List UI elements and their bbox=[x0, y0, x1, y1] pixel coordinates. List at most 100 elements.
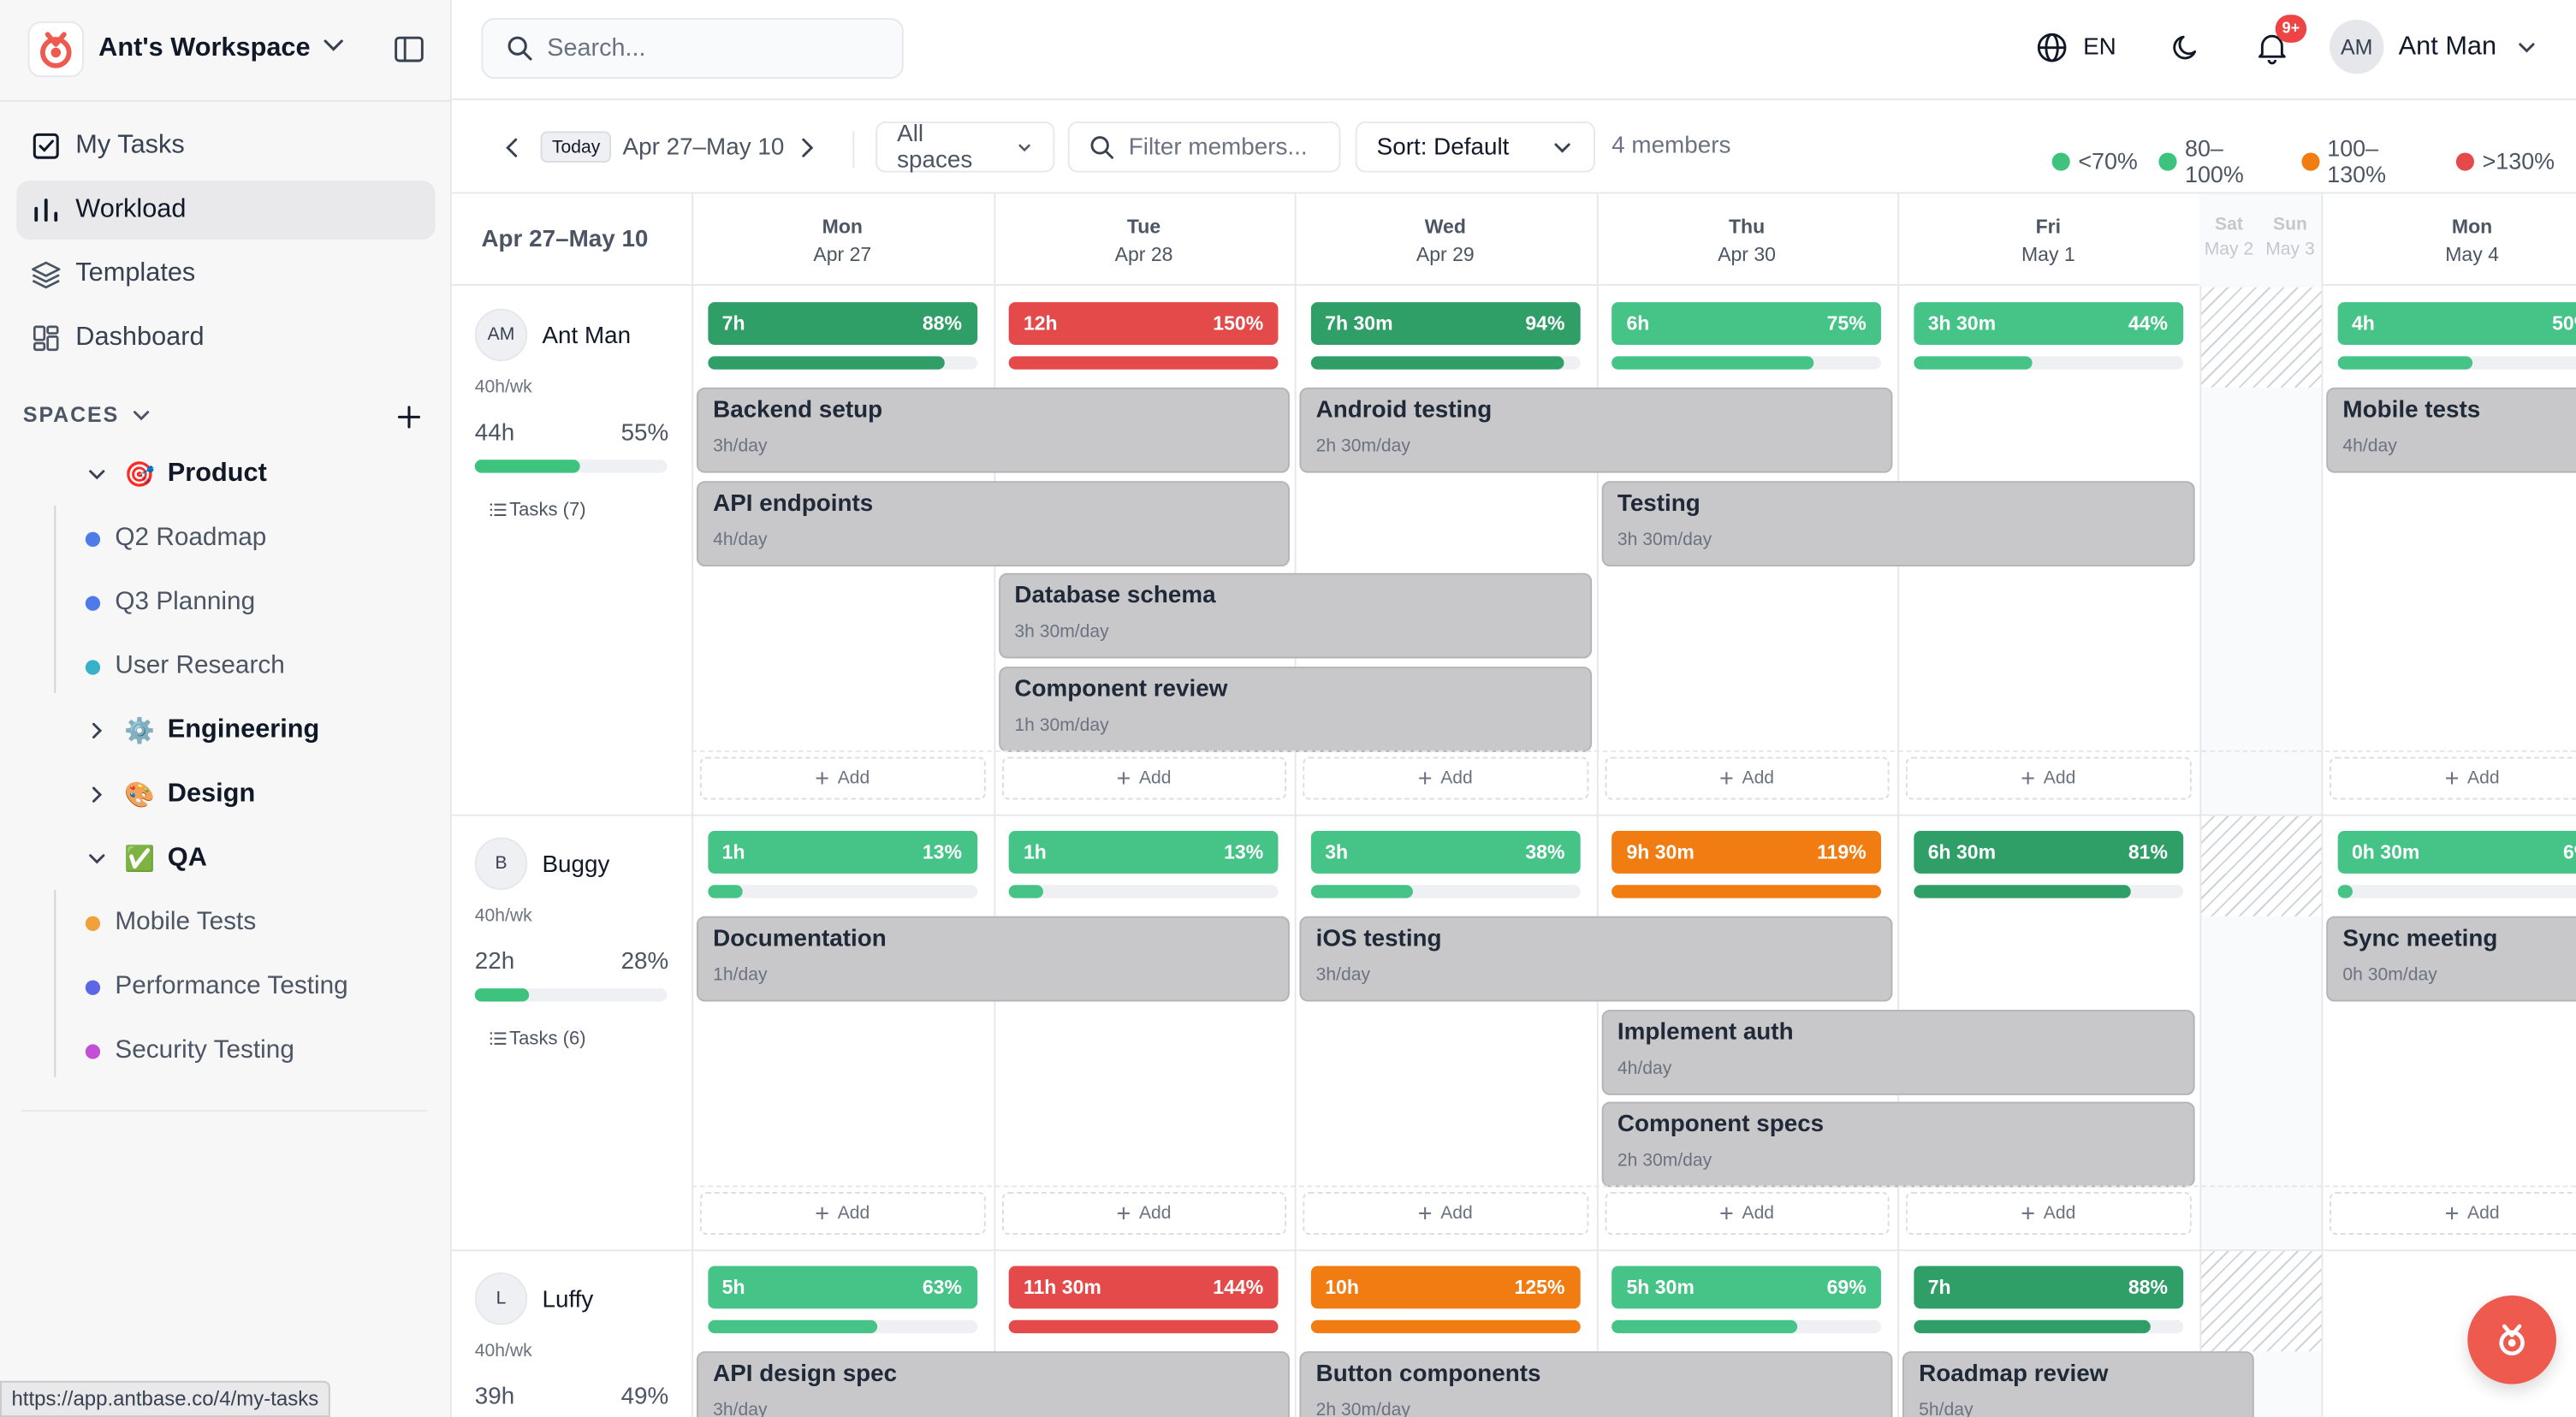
task-bar[interactable]: Documentation 1h/day bbox=[696, 916, 1290, 1002]
chevron-down-icon[interactable] bbox=[86, 847, 109, 870]
add-task-button[interactable]: + Add bbox=[2330, 756, 2576, 800]
chevron-right-icon[interactable] bbox=[86, 783, 109, 806]
space-list-item[interactable]: Q3 Planning bbox=[85, 586, 255, 619]
filter-members-input[interactable]: Filter members... bbox=[1067, 121, 1341, 173]
space-list-item[interactable]: Mobile Tests bbox=[85, 906, 256, 939]
task-bar[interactable]: Testing 3h 30m/day bbox=[1600, 480, 2194, 566]
task-bar[interactable]: Mobile tests 4h/day bbox=[2326, 387, 2576, 473]
chevron-right-icon[interactable] bbox=[86, 719, 109, 742]
dark-mode-moon-icon[interactable] bbox=[2170, 31, 2203, 63]
nav-item-label: Dashboard bbox=[75, 323, 205, 352]
add-task-button[interactable]: + Add bbox=[1001, 756, 1287, 800]
add-space-plus-icon[interactable] bbox=[395, 402, 424, 432]
layers-icon bbox=[32, 261, 61, 289]
add-task-button[interactable]: + Add bbox=[2330, 1192, 2576, 1236]
add-task-button[interactable]: + Add bbox=[1303, 756, 1588, 800]
legend-dot bbox=[2158, 151, 2177, 170]
task-bar[interactable]: Component specs 2h 30m/day bbox=[1600, 1101, 2194, 1188]
add-task-button[interactable]: + Add bbox=[1001, 1192, 1287, 1236]
task-bar[interactable]: iOS testing 3h/day bbox=[1299, 916, 1893, 1002]
today-button[interactable]: Today bbox=[540, 131, 612, 163]
nav-item-workload[interactable]: Workload bbox=[16, 181, 436, 240]
capacity-hours: 11h 30m bbox=[1023, 1275, 1101, 1299]
chevron-right-icon[interactable] bbox=[793, 134, 820, 161]
language-switcher[interactable]: EN bbox=[2035, 31, 2116, 63]
task-bar[interactable]: Backend setup 3h/day bbox=[696, 387, 1290, 473]
add-label: Add bbox=[1742, 1203, 1775, 1224]
tasks-toggle[interactable]: Tasks (6) bbox=[488, 1028, 586, 1049]
space-group-design[interactable]: 🎨 Design bbox=[86, 777, 255, 813]
sidebar-toggle-icon[interactable] bbox=[393, 33, 425, 65]
workspace-switcher[interactable]: Ant's Workspace bbox=[27, 21, 311, 78]
capacity-hours: 0h 30m bbox=[2351, 840, 2420, 864]
legend-item: >130% bbox=[2455, 148, 2555, 174]
add-task-button[interactable]: + Add bbox=[1604, 1192, 1890, 1236]
day-capacity-pill: 5h 30m 69% bbox=[1611, 1266, 1881, 1309]
search-input[interactable]: Search... bbox=[481, 18, 904, 80]
add-task-button[interactable]: + Add bbox=[699, 756, 985, 800]
day-header: Sat May 2 bbox=[2199, 193, 2259, 286]
space-list-item[interactable]: Performance Testing bbox=[85, 970, 348, 1003]
add-task-button[interactable]: + Add bbox=[699, 1192, 985, 1236]
chevron-left-icon[interactable] bbox=[500, 134, 526, 161]
task-bar[interactable]: Component review 1h 30m/day bbox=[998, 666, 1592, 751]
task-bar[interactable]: Implement auth 4h/day bbox=[1600, 1009, 2194, 1094]
weekend-unavailable-hatch bbox=[2200, 1251, 2322, 1352]
nav-item-my-tasks[interactable]: My Tasks bbox=[16, 116, 436, 175]
space-group-qa[interactable]: ✅ QA bbox=[86, 840, 207, 876]
add-label: Add bbox=[1440, 768, 1473, 789]
tree-guide-line bbox=[54, 506, 56, 693]
chevron-down-icon[interactable] bbox=[318, 30, 348, 60]
day-capacity-pill: 6h 75% bbox=[1611, 302, 1881, 345]
day-capacity-pill: 7h 30m 94% bbox=[1309, 302, 1580, 345]
nav-item-dashboard[interactable]: Dashboard bbox=[16, 309, 436, 368]
day-capacity-pill: 5h 63% bbox=[707, 1266, 977, 1309]
day-capacity-fill bbox=[707, 1319, 877, 1334]
space-list-item[interactable]: User Research bbox=[85, 650, 285, 683]
space-list-item[interactable]: Q2 Roadmap bbox=[85, 522, 266, 554]
task-bar[interactable]: Android testing 2h 30m/day bbox=[1299, 387, 1893, 473]
space-group-engineering[interactable]: ⚙️ Engineering bbox=[86, 713, 319, 749]
capacity-percent: 38% bbox=[1525, 840, 1565, 864]
weekend-column bbox=[2199, 193, 2259, 1417]
capacity-hours: 3h bbox=[1325, 840, 1349, 864]
row-divider bbox=[451, 814, 2576, 816]
day-capacity-bar bbox=[1008, 1319, 1279, 1334]
task-bar[interactable]: Roadmap review 5h/day bbox=[1902, 1351, 2254, 1417]
capacity-percent: 81% bbox=[2128, 840, 2168, 864]
task-bar[interactable]: Sync meeting 0h 30m/day bbox=[2326, 916, 2576, 1002]
dashboard-icon bbox=[33, 325, 59, 352]
add-task-button[interactable]: + Add bbox=[1303, 1192, 1588, 1236]
chevron-down-icon[interactable] bbox=[86, 463, 109, 486]
floating-action-button[interactable] bbox=[2467, 1295, 2556, 1384]
day-capacity-fill bbox=[1611, 885, 1881, 898]
space-list-item[interactable]: Security Testing bbox=[85, 1035, 294, 1067]
day-capacity-pill: 9h 30m 119% bbox=[1611, 830, 1881, 874]
tasks-toggle[interactable]: Tasks (7) bbox=[488, 499, 586, 520]
add-task-button[interactable]: + Add bbox=[1604, 756, 1890, 800]
task-bar[interactable]: API endpoints 4h/day bbox=[696, 480, 1290, 566]
spaces-section-label[interactable]: SPACES bbox=[23, 402, 152, 427]
task-bar[interactable]: Database schema 3h 30m/day bbox=[998, 572, 1592, 659]
notification-bell-icon[interactable] bbox=[2254, 30, 2290, 66]
column-divider bbox=[1294, 193, 1297, 1417]
sort-select[interactable]: Sort: Default bbox=[1355, 121, 1595, 173]
space-group-product[interactable]: 🎯 Product bbox=[86, 456, 267, 492]
avatar: L bbox=[474, 1272, 528, 1325]
user-menu[interactable]: AM Ant Man bbox=[2330, 20, 2539, 74]
legend-label: 80–100% bbox=[2185, 134, 2244, 187]
task-bar[interactable]: Button components 2h 30m/day bbox=[1299, 1351, 1893, 1417]
task-bar[interactable]: API design spec 3h/day bbox=[696, 1351, 1290, 1417]
add-task-button[interactable]: + Add bbox=[1905, 1192, 2191, 1236]
spaces-filter-select[interactable]: All spaces bbox=[875, 121, 1055, 173]
nav-item-templates[interactable]: Templates bbox=[16, 245, 436, 304]
workload-grid: AM Ant Man 40h/wk 44h 55% Tasks (7) 7h 88% 12h 15… bbox=[451, 193, 2576, 1417]
task-rate: 4h/day bbox=[1617, 1058, 1672, 1078]
add-row-divider bbox=[691, 1185, 2576, 1188]
add-task-button[interactable]: + Add bbox=[1905, 756, 2191, 800]
day-capacity-fill bbox=[707, 356, 945, 370]
add-label: Add bbox=[2467, 768, 2500, 789]
plus-icon: + bbox=[1116, 1199, 1131, 1228]
row-divider bbox=[451, 1249, 2576, 1252]
